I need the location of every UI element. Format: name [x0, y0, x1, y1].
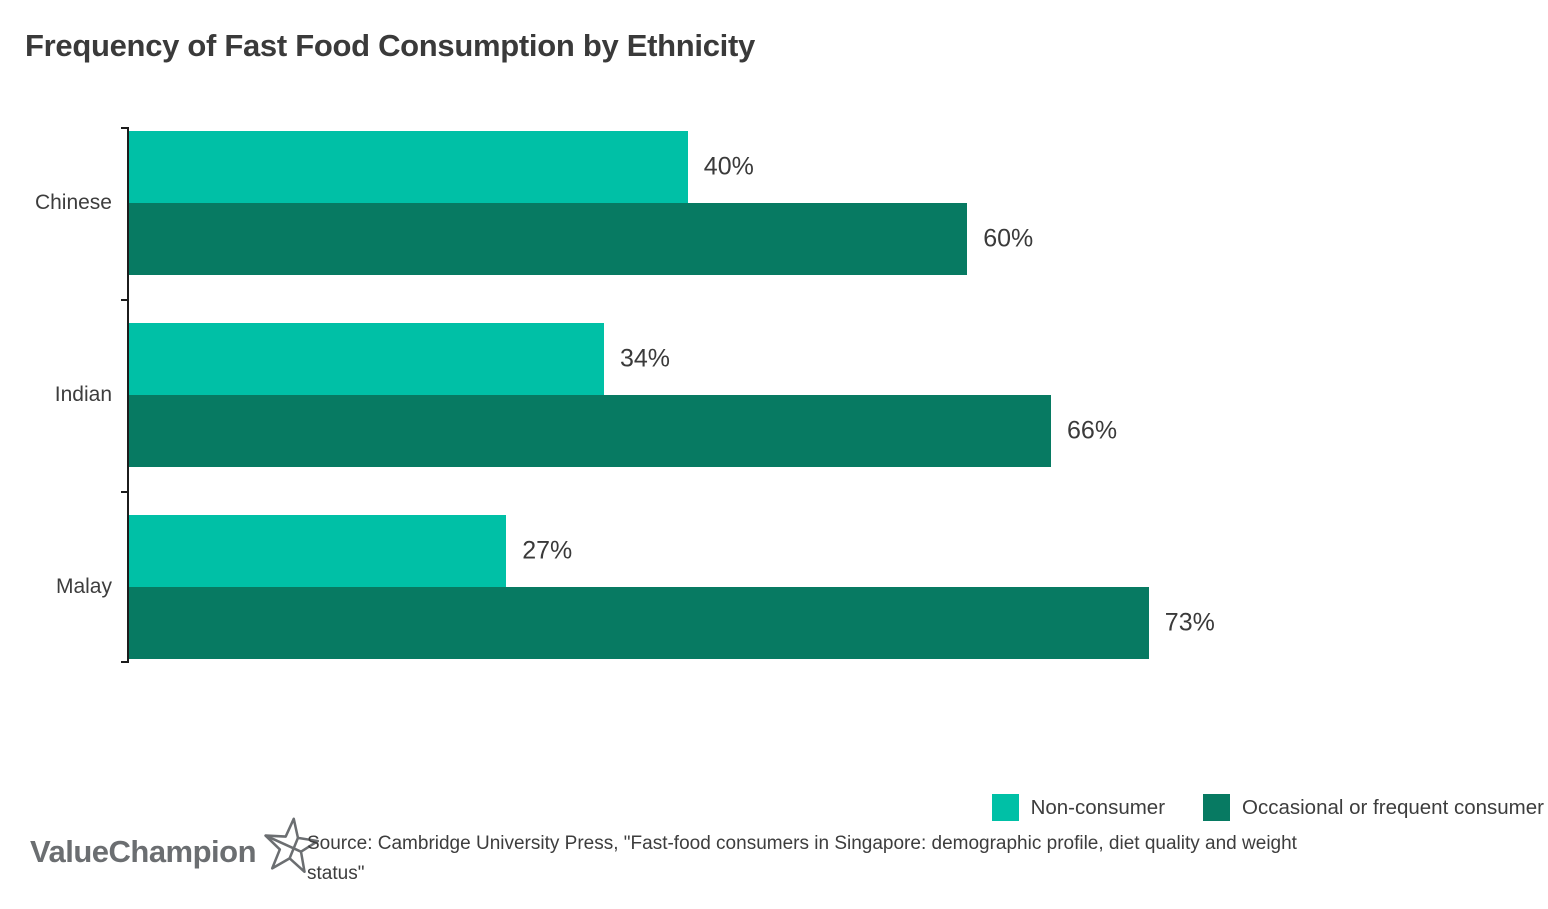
bar-occasional-consumer-malay: 73%	[129, 587, 1215, 659]
source-line-1: Source: Cambridge University Press, "Fas…	[307, 833, 1297, 854]
axis-tick	[121, 127, 129, 129]
bar-occasional-consumer-indian: 66%	[129, 395, 1117, 467]
bar-non-consumer-chinese: 40%	[129, 131, 754, 203]
source-line-2: status"	[307, 863, 365, 884]
valuechampion-logo: ValueChampion	[30, 817, 320, 879]
category-label-chinese: Chinese	[34, 191, 112, 214]
bar-group-indian: Indian 34% 66%	[55, 323, 1509, 467]
axis-tick	[121, 299, 129, 301]
value-label: 27%	[522, 536, 573, 565]
plot-area: Chinese 40% 60% Indian 34% 66% Malay 27% 73%	[35, 127, 1509, 663]
value-label: 34%	[619, 344, 671, 373]
legend: Non-consumer Occasional or frequent cons…	[991, 794, 1544, 821]
legend-swatch-occasional-consumer	[1203, 794, 1231, 821]
legend-label: Occasional or frequent consumer	[1242, 795, 1544, 819]
bar-group-chinese: Chinese 40% 60%	[35, 131, 1509, 275]
legend-swatch-non-consumer	[991, 794, 1019, 821]
bar-group-malay: Malay 27% 73%	[56, 515, 1509, 659]
legend-item-occasional-consumer: Occasional or frequent consumer	[1203, 794, 1544, 821]
chart-title: Frequency of Fast Food Consumption by Et…	[25, 28, 755, 63]
bar-non-consumer-malay: 27%	[129, 515, 572, 587]
axis-tick	[121, 661, 129, 663]
category-label-malay: Malay	[55, 575, 112, 598]
star-icon	[263, 816, 320, 879]
value-label: 60%	[983, 224, 1034, 253]
value-label: 73%	[1164, 608, 1215, 637]
axis-tick	[121, 491, 129, 493]
source-citation: Source: Cambridge University Press, "Fas…	[307, 829, 1297, 889]
legend-item-non-consumer: Non-consumer	[991, 794, 1166, 821]
bar-non-consumer-indian: 34%	[129, 323, 670, 395]
bar-occasional-consumer-chinese: 60%	[129, 203, 1033, 275]
value-label: 66%	[1067, 416, 1118, 445]
category-label-indian: Indian	[54, 383, 112, 406]
value-label: 40%	[703, 152, 754, 181]
valuechampion-logo-text: ValueChampion	[30, 833, 257, 869]
legend-label: Non-consumer	[1030, 795, 1166, 819]
